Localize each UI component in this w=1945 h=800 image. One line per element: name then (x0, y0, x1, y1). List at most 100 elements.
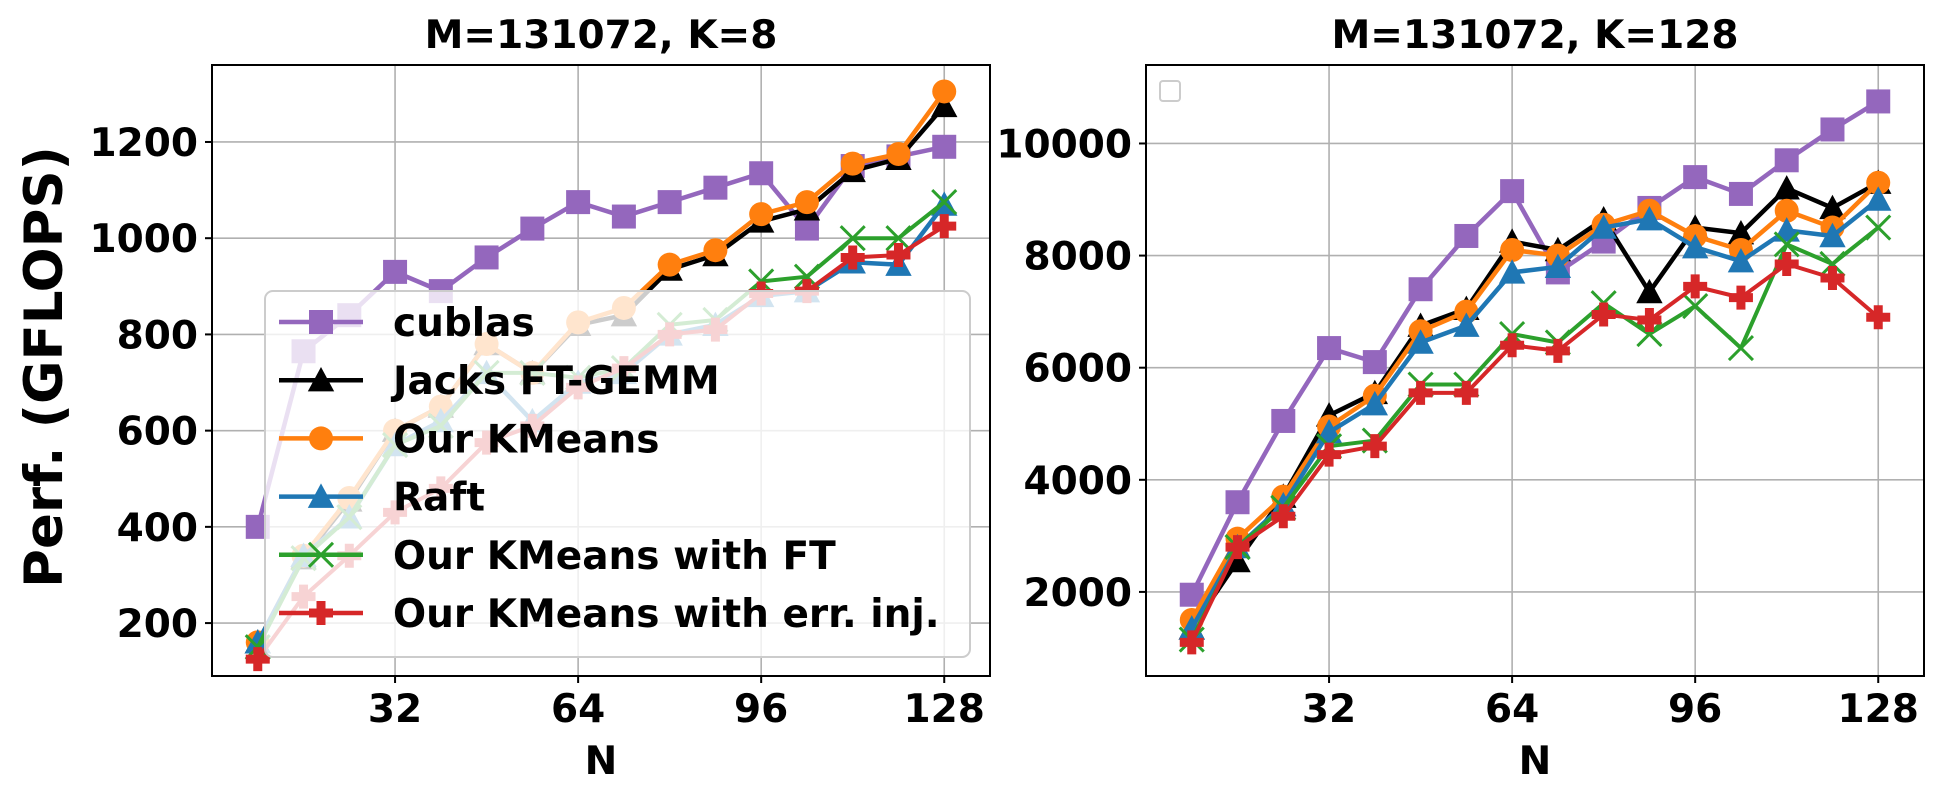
x-tick-label: 32 (368, 687, 422, 732)
axes-frame (1145, 64, 1925, 677)
data-point (749, 161, 774, 186)
subplot-1: 32 64 96 128 200 400 600 800 1000 1200 M=131072, K… (89, 13, 991, 784)
chart-title: M=131072, K=8 (425, 13, 778, 58)
data-point (1545, 338, 1570, 363)
legend-marker (309, 310, 333, 334)
data-point (1727, 335, 1755, 362)
y-tick-label: 4000 (1023, 459, 1132, 504)
data-point (1637, 308, 1662, 333)
data-point (703, 175, 728, 200)
data-point (1271, 408, 1296, 433)
data-point (520, 216, 545, 241)
data-point (1498, 259, 1526, 284)
data-point (1820, 266, 1845, 291)
data-point (1500, 237, 1525, 262)
data-point (1773, 175, 1800, 200)
data-point (840, 151, 865, 176)
data-point (1727, 247, 1755, 273)
data-point (703, 238, 728, 263)
data-point (1636, 205, 1663, 231)
data-point (474, 245, 499, 270)
y-tick-label: 1000 (89, 217, 198, 262)
data-point (1224, 547, 1251, 573)
y-tick-label: 2000 (1023, 571, 1132, 616)
legend-entry-raft: Raft (279, 476, 485, 521)
marker-stroke (1682, 292, 1709, 320)
data-point (1865, 214, 1892, 241)
data-point (1728, 181, 1753, 206)
data-point (1453, 312, 1480, 337)
y-tick-label: 8000 (1023, 235, 1132, 280)
legend-entry-cublas: cublas (279, 301, 535, 346)
data-point (1636, 321, 1663, 348)
data-point (794, 216, 819, 241)
chart-title: M=131072, K=128 (1331, 13, 1738, 58)
data-point (245, 647, 270, 672)
data-point (840, 245, 865, 270)
data-point (1408, 277, 1433, 302)
data-point (1225, 490, 1250, 515)
data-point (1454, 223, 1479, 248)
data-point (1866, 170, 1891, 195)
legend-label: Our KMeans with err. inj. (393, 592, 940, 637)
legend-empty-box (1159, 80, 1181, 102)
data-point (1728, 285, 1753, 310)
legend-marker (309, 426, 333, 451)
data-point (1454, 380, 1479, 405)
legend-marker (307, 483, 335, 508)
series-line (1189, 197, 1880, 630)
legend-label: Our KMeans with FT (393, 534, 836, 579)
data-point (1362, 434, 1387, 459)
x-tick-label: 32 (1302, 687, 1356, 732)
data-point (1773, 231, 1800, 258)
data-point (794, 190, 819, 215)
data-point (383, 259, 408, 284)
data-point (1361, 390, 1389, 416)
marker-stroke (307, 541, 335, 568)
data-point (886, 243, 911, 268)
y-axis-label: Perf. (GFLOPS) (14, 146, 75, 588)
data-point (1773, 217, 1800, 242)
data-point (932, 214, 957, 239)
data-point (1819, 222, 1846, 248)
x-tick-label: 96 (1668, 687, 1722, 732)
data-point (1820, 117, 1845, 142)
legend-marker (307, 541, 335, 568)
legend-entry-our-kmeans-with-err-inj: Our KMeans with err. inj. (279, 592, 940, 637)
data-point (1500, 333, 1525, 358)
data-point (1681, 233, 1709, 259)
data-point (1683, 274, 1708, 299)
data-point (1179, 630, 1204, 655)
x-axis-label: N (1519, 739, 1552, 784)
marker-stroke (1865, 214, 1892, 241)
series-our-kmeans-with-ft (1178, 214, 1892, 653)
data-point (1683, 165, 1708, 190)
data-point (657, 190, 682, 215)
data-point (1317, 442, 1342, 467)
data-point (1636, 278, 1663, 304)
legend-entry-our-kmeans-with-ft: Our KMeans with FT (279, 534, 836, 579)
legend-label: cublas (393, 301, 535, 346)
data-point (886, 142, 911, 167)
legend-label: Jacks FT-GEMM (390, 359, 720, 404)
subplot-2: 32 64 96 128 2000 4000 6000 8000 10000 M=131072, … (996, 13, 1925, 784)
x-tick-label: 96 (734, 687, 788, 732)
data-point (1225, 535, 1250, 560)
x-tick-label: 128 (904, 687, 985, 732)
legend-label: Our KMeans (393, 417, 660, 462)
marker-stroke (1636, 321, 1663, 348)
marker-stroke (1773, 231, 1800, 258)
data-point (1500, 179, 1525, 204)
marker-stroke (839, 225, 866, 252)
y-tick-label: 600 (117, 410, 198, 455)
data-point (931, 92, 958, 118)
data-point (1590, 214, 1617, 239)
data-point (839, 225, 866, 252)
data-point (1819, 250, 1846, 278)
legend-box (264, 290, 971, 658)
data-point (1866, 89, 1891, 114)
legend-marker (307, 367, 335, 392)
y-tick-label: 400 (117, 506, 198, 551)
legend-marker (309, 601, 333, 625)
